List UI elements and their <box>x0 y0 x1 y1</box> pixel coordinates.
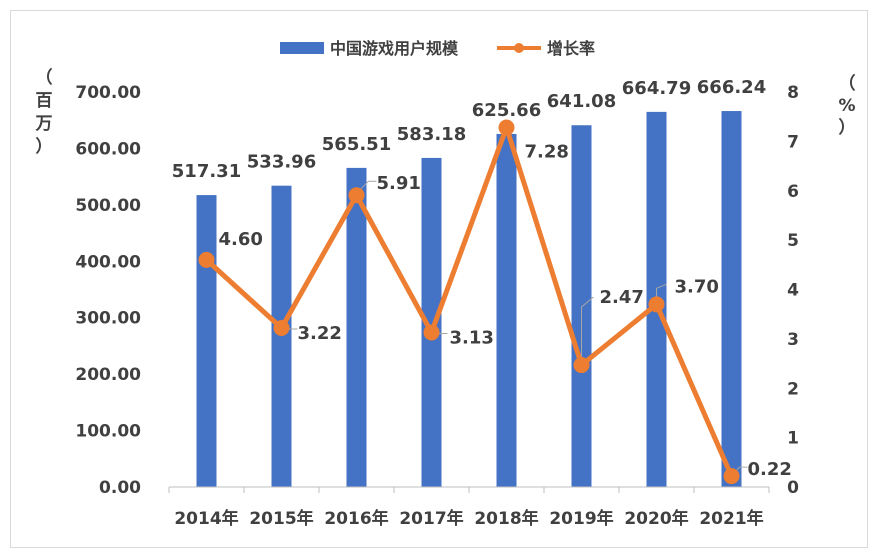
growth-rate-point <box>648 296 665 313</box>
growth-rate-line <box>204 125 734 478</box>
left-axis-tick-label: 400.00 <box>75 252 141 272</box>
left-axis-tick-label: 300.00 <box>75 309 141 329</box>
bar-value-label: 583.18 <box>397 124 466 145</box>
right-axis-tick-label: 5 <box>787 231 799 251</box>
left-axis-unit-char: ） <box>36 136 53 157</box>
category-label: 2016年 <box>324 508 388 529</box>
right-axis-tick-label: 3 <box>787 330 799 350</box>
category-label: 2014年 <box>174 508 238 529</box>
legend: 中国游戏用户规模 增长率 <box>280 39 595 58</box>
line-value-label: 4.60 <box>219 229 263 250</box>
growth-rate-point <box>198 251 215 268</box>
right-axis-tick-label: 6 <box>787 182 799 202</box>
growth-rate-point <box>348 187 365 204</box>
line-value-label: 5.91 <box>377 173 421 194</box>
category-label: 2019年 <box>549 508 613 529</box>
growth-rate-point <box>573 357 590 374</box>
legend-line-label: 增长率 <box>547 39 595 58</box>
left-axis-unit: （ 百万） <box>35 67 53 157</box>
right-axis-unit-char: ） <box>839 117 856 138</box>
legend-bar-swatch <box>280 42 324 54</box>
left-axis-ticks: 0.00 100.00 200.00 300.00 400.00 500.00 600.00… <box>75 83 141 498</box>
line-value-label: 3.13 <box>450 327 494 348</box>
left-axis-tick-label: 600.00 <box>75 139 141 159</box>
bar <box>496 133 517 487</box>
left-axis-tick-label: 500.00 <box>75 196 141 216</box>
line-value-label: 3.70 <box>675 276 719 297</box>
growth-rate-point <box>723 468 740 485</box>
bar-value-label: 625.66 <box>472 100 541 121</box>
legend-line-marker <box>514 43 524 53</box>
bar-value-label: 533.96 <box>247 152 316 173</box>
category-label: 2015年 <box>249 508 313 529</box>
line-value-label: 3.22 <box>298 323 342 344</box>
x-axis-ticks <box>168 487 770 493</box>
right-axis-tick-label: 1 <box>787 429 799 449</box>
bar-value-label: 666.24 <box>697 77 766 98</box>
right-axis-unit-char: % <box>838 96 855 116</box>
right-axis-unit: （%） <box>838 73 855 138</box>
right-axis-tick-label: 0 <box>787 478 799 498</box>
right-axis-ticks: 0 1 2 3 4 5 6 7 8 <box>787 83 799 498</box>
category-label: 2017年 <box>399 508 463 529</box>
x-axis-labels: 2014年 2015年 2016年 2017年 2018年 2019年 2020年 2021年 <box>174 508 763 529</box>
bar-value-label: 565.51 <box>322 134 391 155</box>
right-axis-tick-label: 7 <box>787 132 799 152</box>
bar-value-label: 664.79 <box>622 78 691 99</box>
bar-value-label: 517.31 <box>172 161 241 182</box>
category-label: 2021年 <box>699 508 763 529</box>
combo-chart: 中国游戏用户规模 增长率 （百万） （%） 0.00100.00200.0030… <box>35 39 856 529</box>
line-value-label: 7.28 <box>525 142 569 163</box>
left-axis-tick-label: 100.00 <box>75 422 141 442</box>
bar-value-label: 641.08 <box>547 91 616 112</box>
bar <box>721 111 742 487</box>
legend-bar-label: 中国游戏用户规模 <box>330 39 459 58</box>
left-axis-unit-char: 百 <box>36 91 53 111</box>
bar <box>346 167 367 487</box>
bar <box>196 195 217 487</box>
category-label: 2020年 <box>624 508 688 529</box>
left-axis-unit-char: （ <box>36 67 53 88</box>
right-axis-unit-char: （ <box>839 73 856 94</box>
left-axis-tick-label: 0.00 <box>99 478 141 498</box>
right-axis-tick-label: 8 <box>787 83 799 103</box>
category-label: 2018年 <box>474 508 538 529</box>
chart-frame: 中国游戏用户规模 增长率 （百万） （%） 0.00 100.00 200.00 30… <box>10 10 868 548</box>
left-axis-tick-label: 700.00 <box>75 83 141 103</box>
growth-rate-point <box>498 119 515 136</box>
right-axis-tick-label: 4 <box>787 281 799 301</box>
bar-data-labels: 517.31 533.96 565.51 583.18 625.66 641.08 664.… <box>172 77 766 182</box>
left-axis-tick-label: 200.00 <box>75 365 141 385</box>
growth-rate-point <box>273 320 290 337</box>
line-value-label: 0.22 <box>748 459 792 480</box>
bar <box>571 125 592 487</box>
left-axis-unit-char: 万 <box>35 114 53 134</box>
line-data-labels: 4.60 3.22 5.91 3.13 7.28 2.47 3.70 0.22 <box>219 142 792 481</box>
bar <box>271 185 292 487</box>
bar <box>421 157 442 487</box>
line-value-label: 2.47 <box>600 287 644 308</box>
growth-rate-point <box>423 324 440 341</box>
growth-rate-points <box>198 119 740 485</box>
right-axis-tick-label: 2 <box>787 379 799 399</box>
